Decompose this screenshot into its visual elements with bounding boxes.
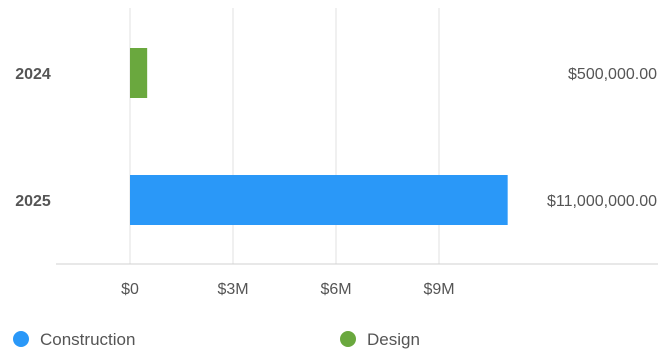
legend-item-design[interactable]: Design [340, 330, 420, 349]
total-label: $500,000.00 [568, 66, 657, 83]
legend: Construction Design [13, 330, 420, 349]
bar-design-2024[interactable] [130, 48, 148, 98]
bar-construction-2025[interactable] [130, 175, 508, 225]
category-labels: 2024 2025 [15, 66, 51, 210]
x-tick-label: $3M [217, 281, 248, 298]
total-label: $11,000,000.00 [547, 193, 657, 210]
legend-label: Design [367, 330, 420, 349]
x-tick-label: $6M [320, 281, 351, 298]
bars [130, 48, 508, 225]
total-labels: $500,000.00 $11,000,000.00 [547, 66, 657, 210]
x-tick-label: $9M [423, 281, 454, 298]
legend-label: Construction [40, 330, 135, 349]
x-tick-label: $0 [121, 281, 139, 298]
legend-swatch [340, 331, 356, 347]
legend-swatch [13, 331, 29, 347]
x-tick-labels: $0 $3M $6M $9M [121, 281, 454, 298]
grid-lines [129, 8, 440, 264]
category-label: 2025 [15, 193, 51, 210]
category-label: 2024 [15, 66, 51, 83]
legend-item-construction[interactable]: Construction [13, 330, 135, 349]
